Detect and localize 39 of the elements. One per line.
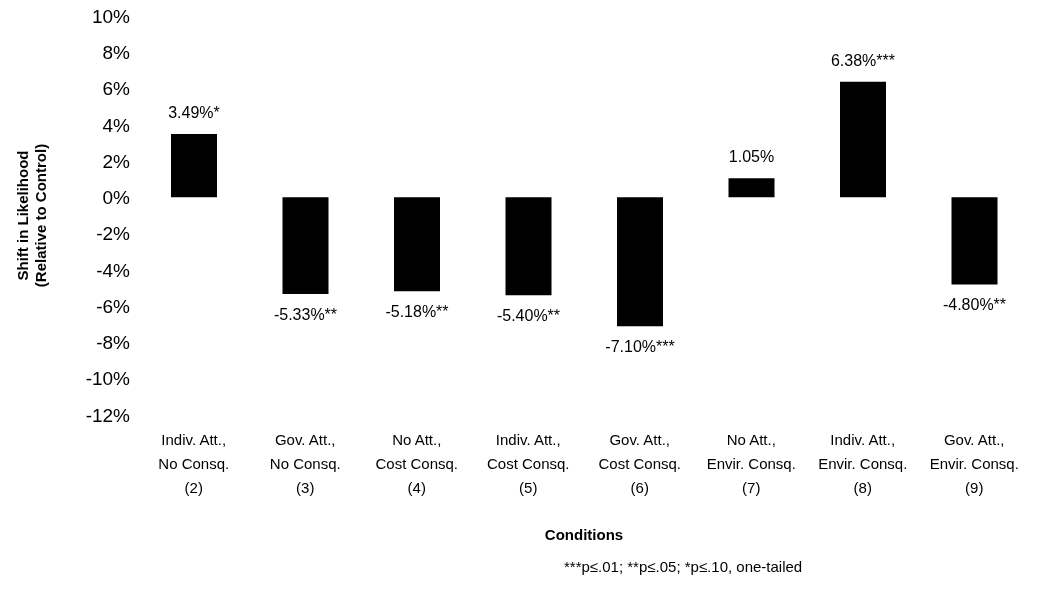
data-label: -7.10%*** xyxy=(605,338,675,356)
y-tick-label: 6% xyxy=(102,78,131,100)
bar xyxy=(171,134,217,198)
y-tick-label: -10% xyxy=(85,368,131,390)
x-tick-label: No Att., Cost Consq. (4) xyxy=(375,431,459,496)
y-tick-label: -6% xyxy=(96,295,131,317)
data-label: -5.18%** xyxy=(385,303,449,321)
y-tick-label: 2% xyxy=(102,150,131,172)
y-tick-label: -8% xyxy=(96,332,131,354)
y-tick-label: -4% xyxy=(96,259,131,281)
y-tick-label: -12% xyxy=(85,404,131,426)
bar xyxy=(505,197,552,296)
y-tick-label: 4% xyxy=(102,114,131,136)
data-label: -5.33%** xyxy=(273,306,338,324)
bar xyxy=(728,178,775,198)
bar xyxy=(951,197,998,285)
x-tick-label: Gov. Att., Envir. Consq. (9) xyxy=(929,431,1019,496)
y-tick-label: -2% xyxy=(96,223,131,245)
x-tick-label: Indiv. Att., Cost Consq. (5) xyxy=(486,431,570,496)
data-label: 6.38%*** xyxy=(830,51,896,69)
x-tick-label: Indiv. Att., Envir. Consq. (8) xyxy=(818,431,908,496)
text: ***p≤.01; **p≤.05; *p≤.10, one-tailed xyxy=(564,558,803,575)
data-label: 3.49%* xyxy=(168,104,220,122)
data-label: -5.40%** xyxy=(496,307,561,325)
x-tick-label: Indiv. Att., No Consq. (2) xyxy=(158,431,230,496)
y-axis-title: Shift in Likelihood (Relative to Control) xyxy=(14,143,49,288)
x-tick-label: Gov. Att., Cost Consq. (6) xyxy=(598,431,682,496)
bar xyxy=(282,197,329,295)
x-tick-label: Gov. Att., No Consq. (3) xyxy=(269,431,341,496)
y-tick-label: 10% xyxy=(91,5,131,27)
x-axis-title: Conditions xyxy=(543,526,625,543)
bar xyxy=(840,81,886,198)
data-label: 1.05% xyxy=(728,148,775,166)
data-label: -4.80%** xyxy=(942,296,1007,314)
bar xyxy=(617,197,663,327)
y-tick-label: 0% xyxy=(102,187,131,209)
y-tick-label: 8% xyxy=(102,42,131,64)
x-tick-label: No Att., Envir. Consq. (7) xyxy=(706,431,796,496)
bar xyxy=(394,197,440,292)
